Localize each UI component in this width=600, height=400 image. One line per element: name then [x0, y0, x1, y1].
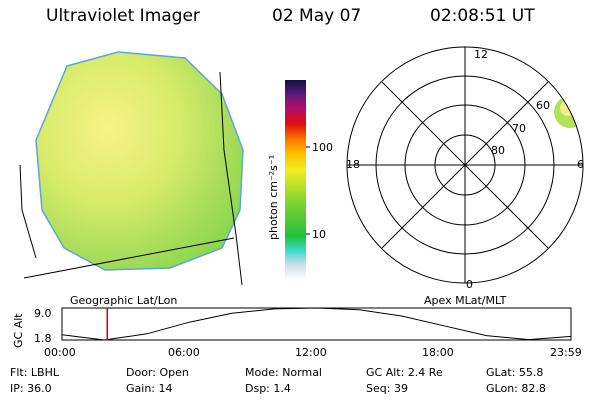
- status-gain: Gain: 14: [126, 382, 173, 395]
- colorbar-scale: [285, 80, 306, 280]
- mlat-label-80: 80: [491, 144, 505, 157]
- status-ip: IP: 36.0: [10, 382, 52, 395]
- x-tick-0000: 00:00: [44, 346, 76, 359]
- colorbar: 100 10 photon cm⁻²s⁻¹: [267, 80, 333, 280]
- altitude-tick-1-8: 1.8: [34, 332, 52, 345]
- altitude-tick-9: 9.0: [34, 307, 52, 320]
- mlt-label-6: 6: [577, 158, 584, 171]
- mlt-label-12: 12: [474, 48, 488, 61]
- altitude-curve: [61, 307, 572, 341]
- instrument-title: Ultraviolet Imager: [46, 6, 200, 26]
- mlt-label-0: 0: [466, 278, 473, 291]
- date-label: 02 May 07: [272, 6, 362, 26]
- x-tick-0600: 06:00: [168, 346, 200, 359]
- status-seq: Seq: 39: [366, 382, 408, 395]
- coast-line: [219, 71, 243, 286]
- mlt-axis-diagonal: [381, 81, 549, 249]
- mlat-label-70: 70: [512, 122, 526, 135]
- x-tick-1800: 18:00: [422, 346, 454, 359]
- polar-plot: 12 18 6 0 60 70 80: [346, 46, 584, 291]
- apex-caption: Apex MLat/MLT: [424, 294, 507, 307]
- colorbar-tick-10: 10: [312, 228, 326, 241]
- status-glat: GLat: 55.8: [486, 366, 544, 379]
- latitude-line: [23, 237, 235, 279]
- coast-line: [19, 164, 37, 259]
- geographic-caption: Geographic Lat/Lon: [70, 294, 178, 307]
- altitude-strip-svg: GC Alt 9.0 1.8: [12, 307, 572, 348]
- status-door: Door: Open: [126, 366, 189, 379]
- colorbar-unit-label: photon cm⁻²s⁻¹: [267, 155, 280, 240]
- x-tick-1200: 12:00: [295, 346, 327, 359]
- altitude-axis-label: GC Alt: [12, 313, 25, 348]
- x-tick-2359: 23:59: [550, 346, 582, 359]
- mlat-label-60: 60: [536, 99, 550, 112]
- mlt-label-18: 18: [346, 158, 360, 171]
- earth-disk: [35, 51, 244, 271]
- time-label: 02:08:51 UT: [430, 6, 535, 26]
- colorbar-tick-100: 100: [312, 141, 333, 154]
- status-filter: Flt: LBHL: [10, 366, 59, 379]
- status-glon: GLon: 82.8: [486, 382, 546, 395]
- status-gc-alt: GC Alt: 2.4 Re: [366, 366, 443, 379]
- status-dsp: Dsp: 1.4: [245, 382, 291, 395]
- status-mode: Mode: Normal: [245, 366, 322, 379]
- geographic-image: [19, 51, 244, 286]
